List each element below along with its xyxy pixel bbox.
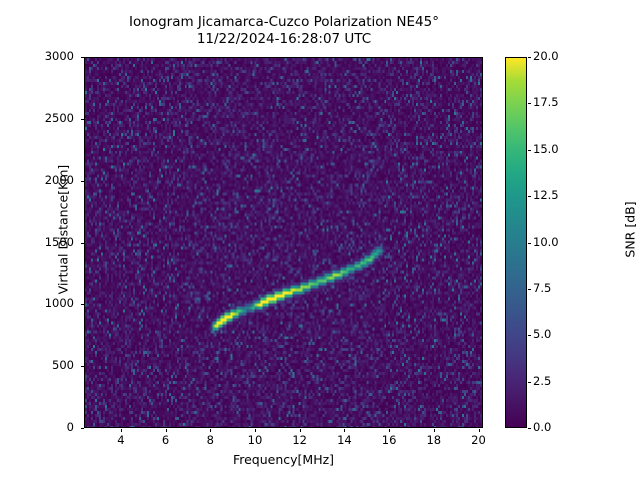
x-tick-label: 8 (206, 433, 214, 447)
y-tick-label: 3000 (44, 49, 74, 63)
y-tick-mark (80, 366, 84, 368)
x-tick-mark (433, 428, 435, 432)
x-axis-label: Frequency[MHz] (232, 452, 335, 467)
colorbar-tick-label: 20.0 (533, 49, 559, 63)
x-tick-mark (478, 428, 480, 432)
colorbar-tick-label: 12.5 (533, 188, 559, 203)
colorbar-tick-mark (527, 103, 531, 105)
y-tick-mark (80, 57, 84, 58)
colorbar-tick-mark (527, 57, 531, 58)
colorbar-tick-mark (527, 196, 531, 198)
x-tick-label: 20 (471, 433, 486, 447)
colorbar-tick-label: 2.5 (533, 373, 552, 388)
y-tick-label: 0 (66, 420, 74, 434)
x-tick-label: 16 (381, 433, 397, 447)
y-tick-label: 1000 (44, 296, 74, 311)
x-tick-mark (344, 428, 346, 432)
x-tick-label: 12 (292, 433, 308, 447)
y-tick-label: 1500 (44, 234, 74, 249)
x-tick-mark (210, 428, 212, 432)
x-tick-label: 14 (337, 433, 352, 447)
ionogram-heatmap[interactable] (85, 58, 482, 427)
x-tick-label: 6 (161, 433, 170, 447)
plot-axes[interactable] (84, 57, 483, 428)
colorbar-tick-label: 7.5 (533, 280, 552, 295)
colorbar-tick-mark (527, 288, 531, 290)
colorbar-tick-mark (527, 381, 531, 383)
x-tick-mark (255, 428, 256, 432)
x-tick-mark (299, 428, 301, 432)
y-tick-mark (80, 118, 84, 120)
y-tick-mark (80, 180, 84, 182)
colorbar-tick-mark (527, 428, 531, 429)
colorbar[interactable] (505, 57, 527, 428)
title-line-1: Ionogram Jicamarca-Cuzco Polarization NE… (129, 14, 439, 30)
colorbar-label: SNR [dB] (622, 201, 638, 258)
colorbar-tick-label: 17.5 (533, 95, 559, 110)
page-title: Ionogram Jicamarca-Cuzco Polarization NE… (84, 14, 484, 48)
colorbar-tick-mark (527, 242, 531, 244)
x-tick-label: 10 (247, 433, 263, 447)
y-tick-mark (80, 242, 84, 244)
colorbar-tick-label: 15.0 (533, 141, 559, 156)
x-tick-mark (120, 428, 122, 432)
x-tick-label: 18 (426, 433, 442, 447)
y-tick-label: 500 (52, 358, 74, 373)
y-tick-mark (80, 304, 84, 306)
y-tick-label: 2000 (44, 172, 74, 187)
y-axis-label: Virtual Distance[Km] (55, 164, 71, 295)
colorbar-tick-label: 0.0 (533, 420, 552, 434)
title-line-2: 11/22/2024-16:28:07 UTC (196, 31, 372, 47)
colorbar-tick-mark (527, 335, 531, 337)
y-tick-mark (80, 428, 84, 429)
x-tick-label: 4 (117, 433, 125, 447)
x-tick-mark (165, 428, 167, 432)
x-tick-mark (389, 428, 391, 432)
colorbar-tick-label: 10.0 (533, 234, 559, 249)
y-tick-label: 2500 (44, 110, 74, 125)
colorbar-tick-label: 5.0 (533, 327, 552, 342)
colorbar-tick-mark (527, 149, 531, 151)
